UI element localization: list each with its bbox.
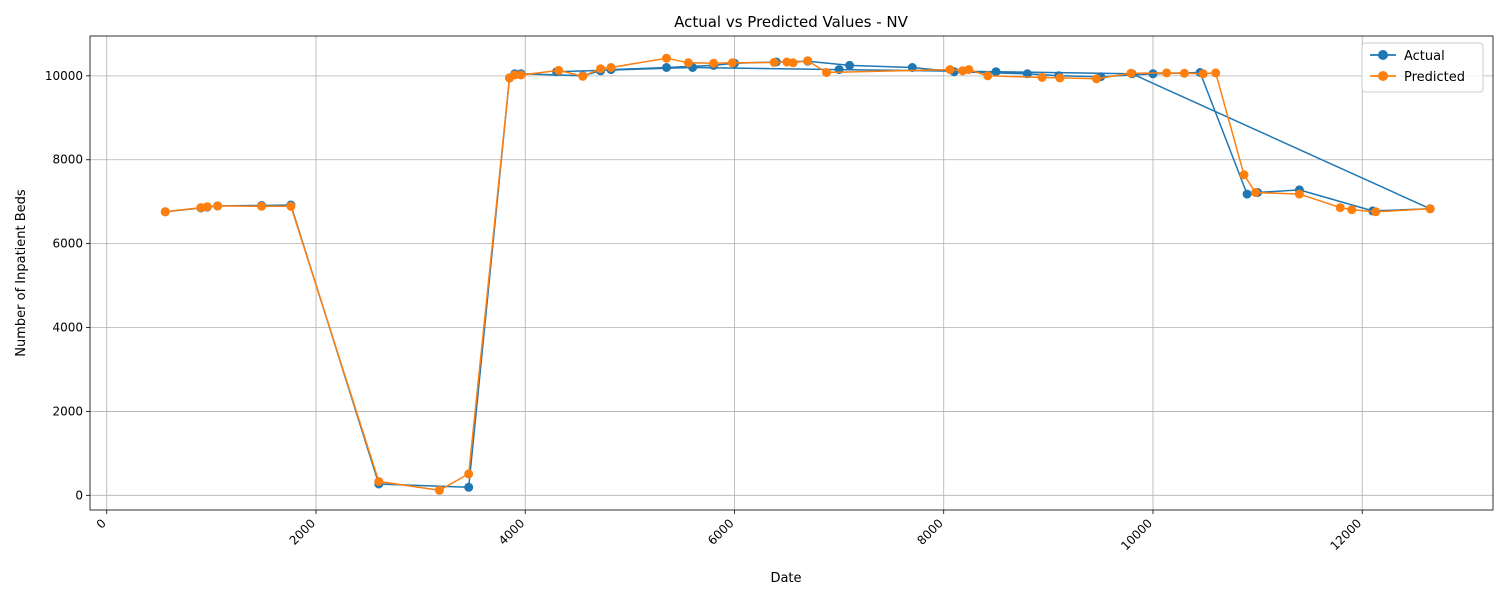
data-point-predicted xyxy=(983,71,993,81)
y-axis-ticks: 0 2000 4000 6000 8000 10000 xyxy=(45,69,90,502)
y-tick-label: 8000 xyxy=(52,153,83,167)
data-point-actual xyxy=(845,60,855,70)
data-point-predicted xyxy=(516,70,526,80)
data-point-predicted xyxy=(464,469,474,479)
data-point-actual xyxy=(991,67,1001,77)
data-point-predicted xyxy=(1347,205,1357,215)
data-point-predicted xyxy=(1335,203,1345,213)
data-point-predicted xyxy=(554,65,564,75)
data-point-predicted xyxy=(803,56,813,66)
plot-frame xyxy=(89,35,1494,511)
data-point-predicted xyxy=(1294,189,1304,199)
legend: Actual Predicted xyxy=(1361,42,1484,93)
y-tick-label: 6000 xyxy=(52,237,83,251)
series-layer xyxy=(160,53,1435,495)
legend-predicted-marker xyxy=(1378,71,1388,81)
chart-title: Actual vs Predicted Values - NV xyxy=(674,13,909,31)
data-point-predicted xyxy=(1198,69,1208,79)
data-point-predicted xyxy=(1211,68,1221,78)
y-tick-label: 10000 xyxy=(45,69,83,83)
data-point-predicted xyxy=(578,71,588,81)
data-point-actual xyxy=(662,63,671,72)
y-axis-label: Number of Inpatient Beds xyxy=(14,189,29,357)
data-point-predicted xyxy=(257,201,267,211)
y-tick-label: 4000 xyxy=(52,321,83,335)
legend-predicted-label: Predicted xyxy=(1404,70,1465,85)
data-point-predicted xyxy=(1371,207,1381,217)
data-point-predicted xyxy=(286,201,296,211)
data-point-actual xyxy=(464,482,474,492)
data-point-actual xyxy=(1022,69,1032,79)
data-point-predicted xyxy=(160,207,170,217)
data-point-actual xyxy=(1242,189,1252,199)
data-point-predicted xyxy=(822,68,831,77)
data-point-predicted xyxy=(683,58,693,68)
data-point-predicted xyxy=(1126,68,1136,78)
legend-actual-marker xyxy=(1378,50,1388,60)
data-point-predicted xyxy=(1251,188,1260,197)
data-point-predicted xyxy=(769,57,779,67)
y-tick-label: 2000 xyxy=(52,404,83,418)
data-point-predicted xyxy=(1239,170,1249,180)
data-point-predicted xyxy=(1179,68,1189,78)
data-point-predicted xyxy=(606,63,616,72)
data-point-predicted xyxy=(596,64,606,74)
data-point-predicted xyxy=(1055,73,1065,83)
data-point-predicted xyxy=(1037,73,1047,82)
series-predicted xyxy=(160,53,1435,495)
y-tick-label: 0 xyxy=(75,488,83,502)
data-point-predicted xyxy=(1425,204,1435,214)
grid xyxy=(90,36,1493,510)
data-point-predicted xyxy=(945,65,955,75)
data-point-predicted xyxy=(662,53,671,63)
data-point-predicted xyxy=(434,485,444,495)
x-axis-label: Date xyxy=(770,571,801,586)
data-point-predicted xyxy=(510,70,520,80)
data-point-predicted xyxy=(788,58,798,68)
data-point-predicted xyxy=(202,202,212,212)
data-point-predicted xyxy=(1092,74,1101,84)
data-point-predicted xyxy=(374,477,384,486)
data-point-predicted xyxy=(964,65,974,75)
data-point-predicted xyxy=(1162,68,1172,78)
legend-actual-label: Actual xyxy=(1404,49,1445,64)
data-point-predicted xyxy=(709,58,719,68)
data-point-predicted xyxy=(213,201,223,211)
data-point-predicted xyxy=(727,58,737,68)
